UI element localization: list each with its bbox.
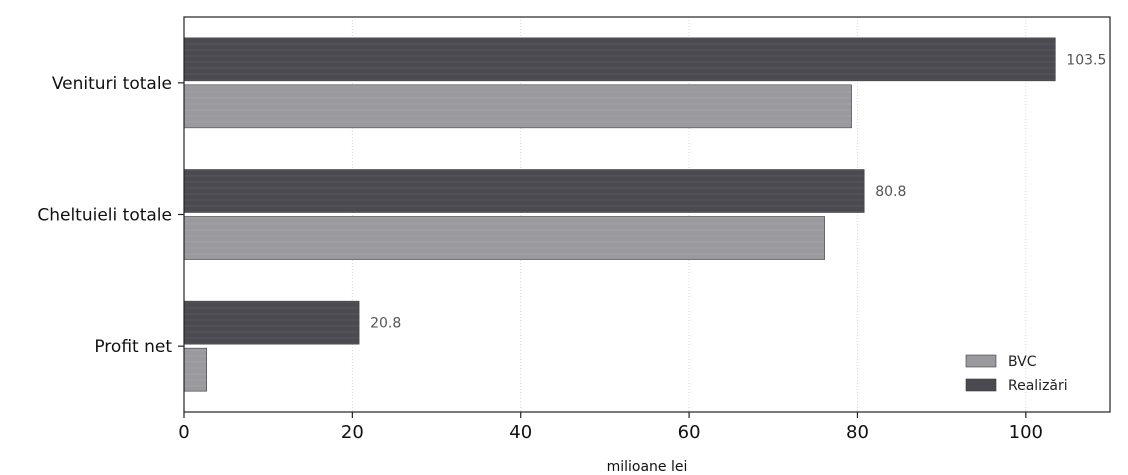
x-tick-label: 80 [846, 422, 869, 443]
data-label: 103.5 [1066, 52, 1106, 68]
legend: BVC Realizări [965, 354, 1068, 394]
bar-texture [184, 216, 825, 260]
legend-label: Realizări [1008, 378, 1068, 394]
y-axis-ticks: Venituri totale Cheltuieli totale Profit n… [37, 74, 184, 357]
category-label: Cheltuieli totale [37, 206, 172, 226]
bar-texture [184, 301, 360, 345]
x-axis-ticks: 0 20 40 60 80 100 [178, 412, 1043, 443]
x-axis-label: milioane lei [607, 459, 688, 475]
bars [183, 37, 1056, 392]
bar-texture [184, 169, 865, 213]
bar-texture [184, 84, 852, 128]
x-tick-label: 0 [178, 422, 189, 443]
x-tick-label: 100 [1009, 422, 1043, 443]
bar-texture [184, 348, 207, 392]
bar-texture [184, 37, 1056, 81]
category-label: Venituri totale [52, 74, 172, 94]
data-labels: 103.5 80.8 20.8 [370, 52, 1106, 331]
x-tick-label: 20 [341, 422, 364, 443]
x-tick-label: 40 [509, 422, 532, 443]
legend-swatch [965, 378, 997, 392]
x-tick-label: 60 [678, 422, 701, 443]
category-label: Profit net [94, 337, 172, 357]
data-label: 80.8 [875, 184, 906, 200]
data-label: 20.8 [370, 316, 401, 332]
legend-swatch [965, 354, 997, 368]
legend-label: BVC [1008, 354, 1037, 370]
